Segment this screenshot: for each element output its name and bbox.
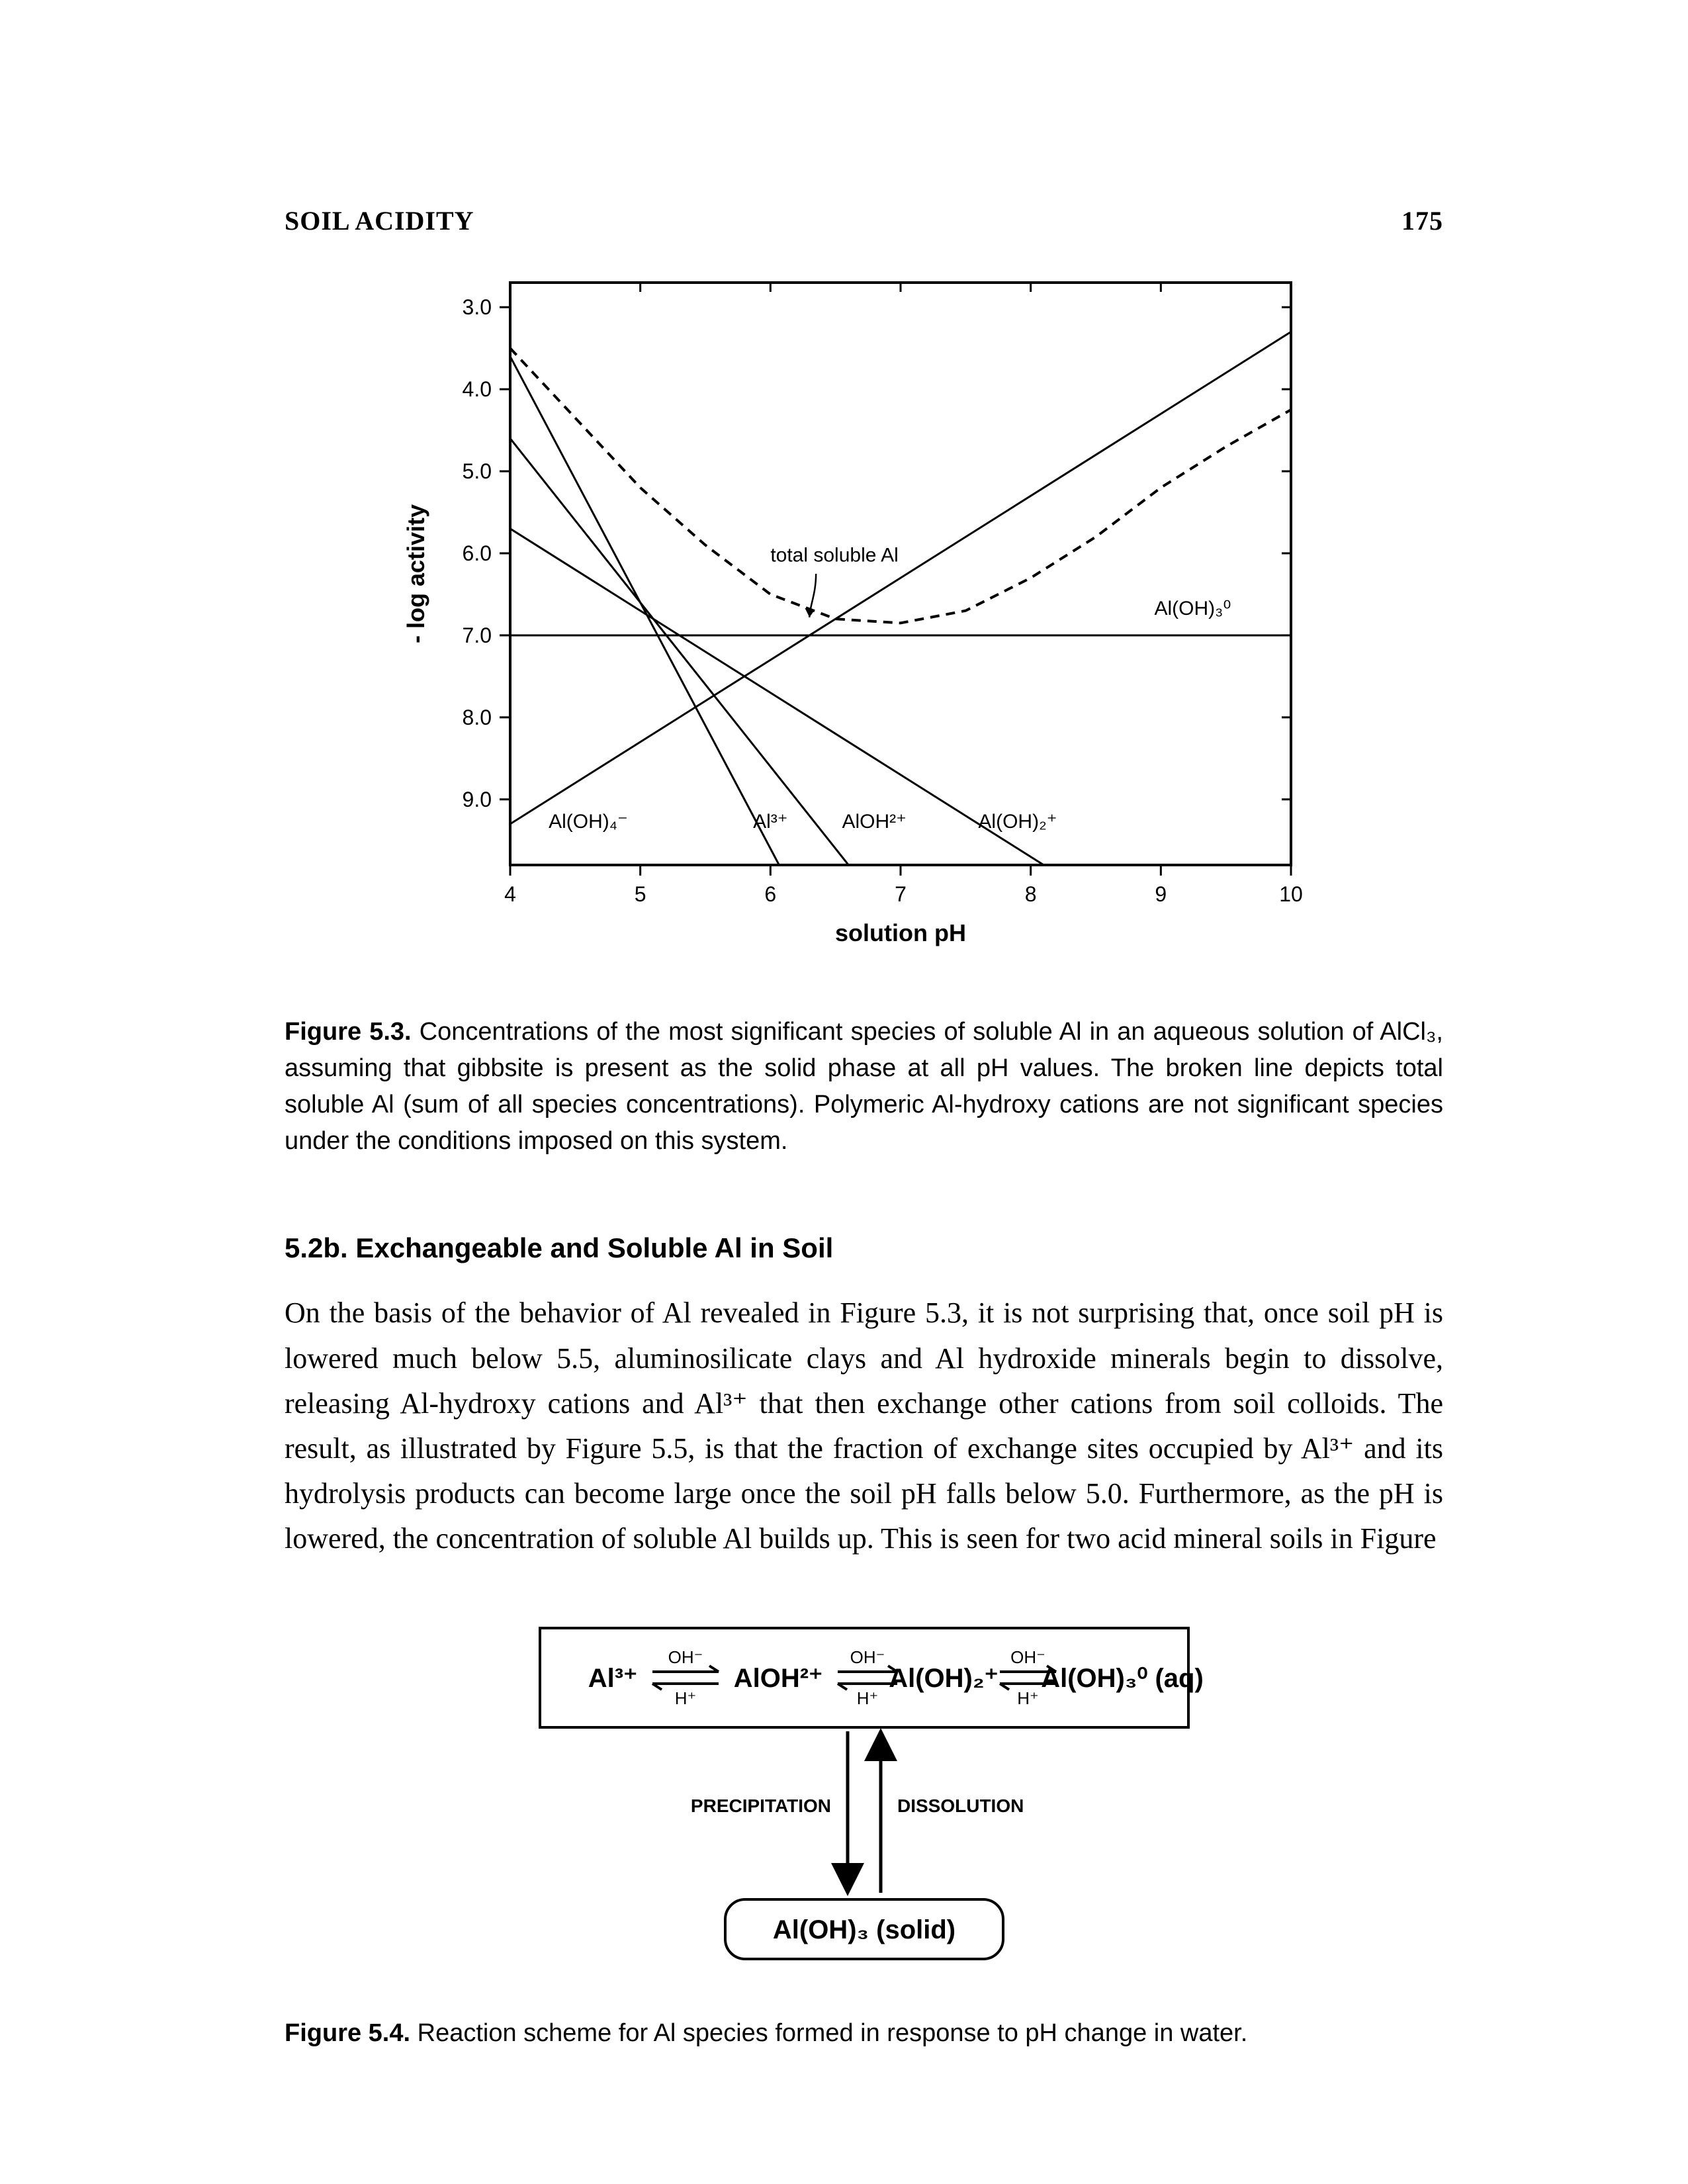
svg-text:Al(OH)₃⁰ (aq): Al(OH)₃⁰ (aq) [1041, 1664, 1204, 1693]
svg-text:OH⁻: OH⁻ [850, 1647, 885, 1667]
svg-text:5.0: 5.0 [462, 459, 491, 483]
svg-text:3.0: 3.0 [462, 295, 491, 319]
svg-text:PRECIPITATION: PRECIPITATION [690, 1796, 830, 1816]
svg-text:H⁺: H⁺ [856, 1688, 878, 1708]
svg-text:6.0: 6.0 [462, 541, 491, 565]
svg-text:6: 6 [764, 882, 776, 906]
svg-text:Al(OH)₂⁺: Al(OH)₂⁺ [978, 811, 1057, 833]
svg-text:DISSOLUTION: DISSOLUTION [897, 1796, 1024, 1816]
svg-text:7.0: 7.0 [462, 623, 491, 647]
svg-text:AlOH²⁺: AlOH²⁺ [733, 1664, 822, 1693]
svg-text:Al(OH)₃ (solid): Al(OH)₃ (solid) [772, 1915, 955, 1944]
svg-text:H⁺: H⁺ [1017, 1688, 1039, 1708]
svg-text:8: 8 [1024, 882, 1036, 906]
section-body: On the basis of the behavior of Al revea… [285, 1291, 1443, 1561]
figure-5-4-caption: Figure 5.4. Reaction scheme for Al speci… [285, 2015, 1443, 2052]
svg-text:10: 10 [1279, 882, 1303, 906]
svg-text:OH⁻: OH⁻ [668, 1647, 703, 1667]
figure-5-4-diagram: Al³⁺AlOH²⁺Al(OH)₂⁺Al(OH)₃⁰ (aq)OH⁻H⁺OH⁻H… [500, 1615, 1228, 1989]
page-header: SOIL ACIDITY 175 [285, 205, 1443, 236]
caption-body: Concentrations of the most significant s… [285, 1018, 1443, 1155]
caption2-body: Reaction scheme for Al species formed in… [418, 2019, 1248, 2047]
svg-text:7: 7 [895, 882, 907, 906]
svg-text:8.0: 8.0 [462, 705, 491, 729]
header-left: SOIL ACIDITY [285, 205, 474, 236]
svg-text:H⁺: H⁺ [674, 1688, 696, 1708]
svg-text:- log activity: - log activity [402, 504, 429, 643]
caption-lead: Figure 5.3. [285, 1018, 412, 1046]
svg-text:Al³⁺: Al³⁺ [753, 811, 788, 833]
svg-text:9.0: 9.0 [462, 788, 491, 811]
page-number: 175 [1401, 205, 1443, 236]
svg-text:Al(OH)₃⁰: Al(OH)₃⁰ [1154, 598, 1231, 619]
section-heading: 5.2b. Exchangeable and Soluble Al in Soi… [285, 1232, 1443, 1264]
svg-text:OH⁻: OH⁻ [1010, 1647, 1045, 1667]
figure-5-3-chart: 4 5 6 7 8 9 10 3.0 4.0 5.0 6.0 7.0 8.0 9.0 solution pH… [378, 263, 1351, 974]
svg-text:5: 5 [634, 882, 646, 906]
svg-text:Al³⁺: Al³⁺ [588, 1664, 637, 1693]
svg-text:Al(OH)₂⁺: Al(OH)₂⁺ [889, 1664, 999, 1693]
svg-text:total soluble Al: total soluble Al [770, 544, 898, 566]
svg-text:4: 4 [504, 882, 516, 906]
svg-text:Al(OH)₄⁻: Al(OH)₄⁻ [549, 811, 628, 833]
caption2-lead: Figure 5.4. [285, 2019, 410, 2047]
svg-text:solution pH: solution pH [835, 919, 966, 946]
svg-text:9: 9 [1155, 882, 1167, 906]
figure-5-3-caption: Figure 5.3. Concentrations of the most s… [285, 1014, 1443, 1160]
svg-text:AlOH²⁺: AlOH²⁺ [842, 811, 907, 833]
svg-text:4.0: 4.0 [462, 377, 491, 401]
